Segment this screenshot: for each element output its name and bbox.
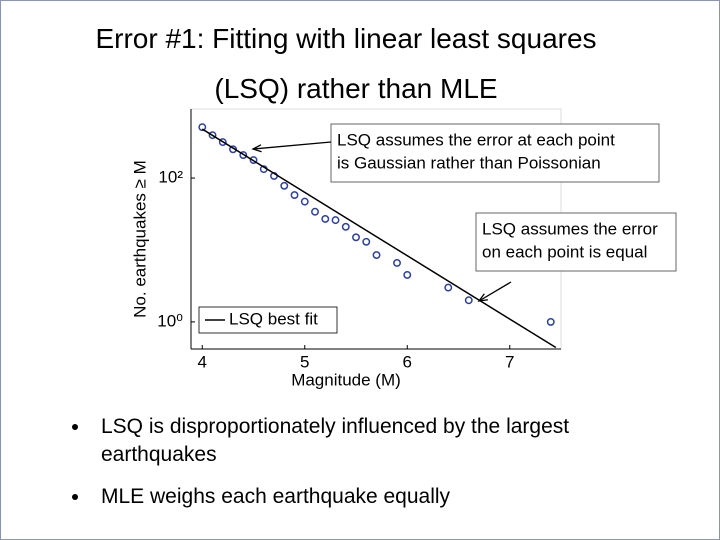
annotation: LSQ assumes the error on each point is eq…: [475, 212, 677, 302]
data-point: [249, 156, 258, 164]
data-point: [300, 197, 309, 206]
y-axis-label: No. earthquakes ≥ M: [130, 160, 149, 318]
arrow-head: [477, 293, 489, 302]
annotation-box: [475, 212, 677, 272]
data-point: [393, 259, 401, 267]
annotation-box: [330, 123, 660, 183]
y-tick-label: 10²: [158, 168, 183, 187]
data-point: [208, 131, 217, 140]
data-point: [311, 207, 319, 216]
data-point: [362, 237, 371, 246]
chart: 4 5 6 7 10⁰ 10² Magnitude (M) No. earthquakes ≥…: [130, 108, 677, 389]
legend-label: LSQ best fit: [229, 309, 318, 328]
x-tick-label: 5: [300, 352, 309, 371]
data-point: [352, 233, 360, 242]
data-point: [403, 270, 412, 279]
x-axis-label: Magnitude (M): [291, 370, 401, 389]
x-tick-label: 7: [505, 352, 514, 371]
data-point: [321, 214, 330, 223]
x-tick-label: 4: [198, 352, 207, 371]
data-point: [239, 151, 248, 159]
annotation: LSQ assumes the error at each point is Ga…: [251, 123, 660, 183]
annotation-text: LSQ assumes the error at each point: [337, 130, 615, 149]
data-point: [464, 296, 473, 305]
data-point: [444, 283, 453, 292]
data-point: [198, 123, 207, 132]
bullet: LSQ is disproportionately influenced by …: [91, 413, 646, 469]
data-point: [331, 216, 340, 225]
slide-title: (LSQ) rather than MLE: [214, 73, 498, 104]
bullet-list: LSQ is disproportionately influenced by …: [49, 413, 691, 525]
x-tick-label: 6: [403, 352, 412, 371]
data-point: [341, 222, 350, 231]
data-point: [290, 191, 299, 200]
annotation-text: on each point is equal: [482, 242, 647, 261]
fit-line: [201, 128, 557, 349]
annotation-arrow: [252, 141, 332, 150]
data-point: [372, 251, 381, 260]
annotation-text: LSQ assumes the error: [482, 219, 658, 238]
annotation-arrow: [478, 281, 512, 302]
annotation-text: is Gaussian rather than Poissonian: [337, 153, 601, 172]
slide-title: Error #1: Fitting with linear least squa…: [95, 23, 597, 54]
y-tick-label: 10⁰: [157, 311, 183, 330]
arrow-head: [251, 144, 262, 153]
bullet: MLE weighs each earthquake equally: [91, 483, 646, 511]
data-point: [546, 317, 555, 326]
data-point: [280, 181, 289, 190]
data-point: [218, 138, 227, 147]
